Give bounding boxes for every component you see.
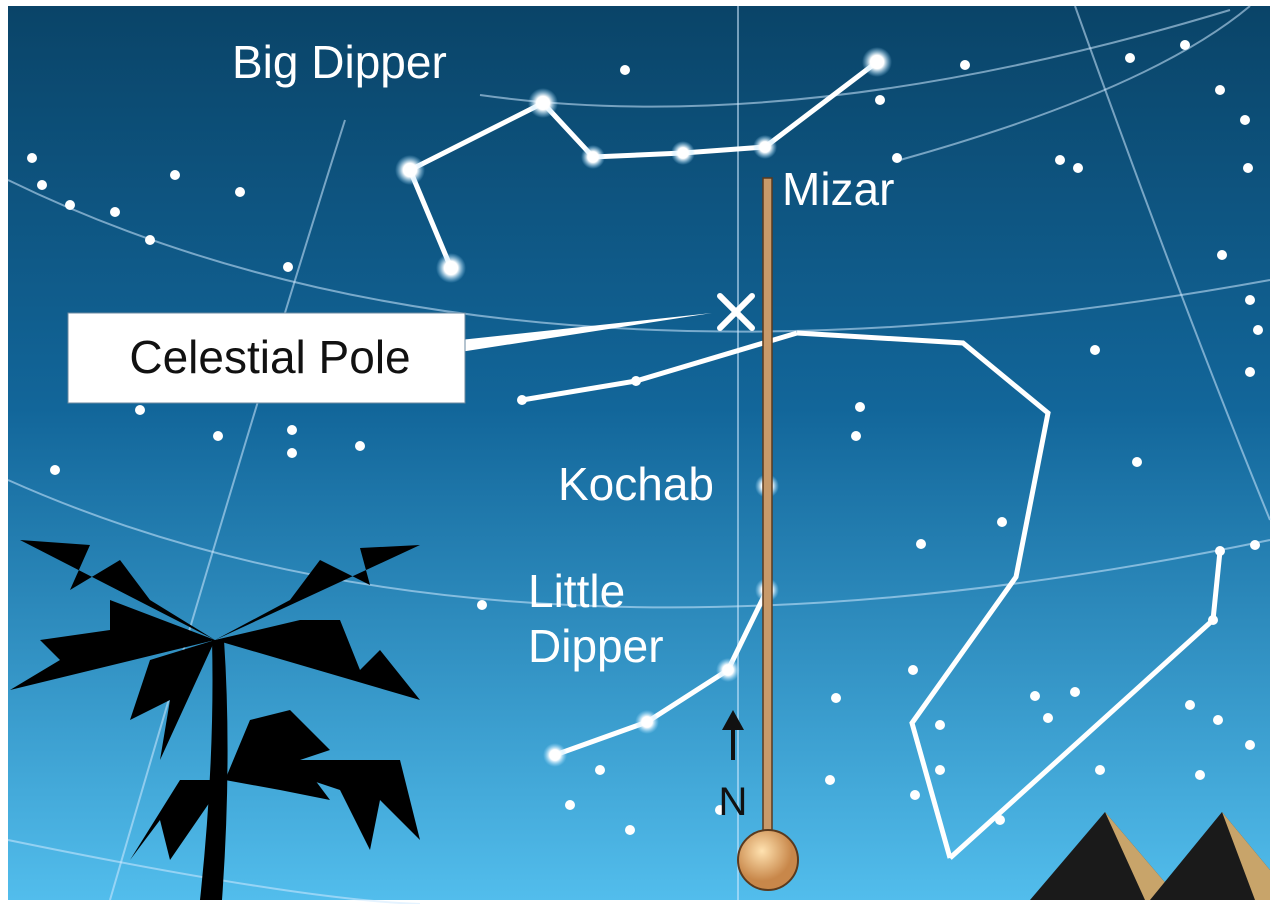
star: [1043, 713, 1053, 723]
star: [1245, 740, 1255, 750]
bright-star: [581, 145, 605, 169]
star: [65, 200, 75, 210]
bright-star: [436, 253, 466, 283]
star: [1250, 540, 1260, 550]
star: [235, 187, 245, 197]
star: [935, 765, 945, 775]
star: [287, 425, 297, 435]
star: [935, 720, 945, 730]
big-dipper-label: Big Dipper: [232, 36, 447, 88]
star: [355, 441, 365, 451]
star: [1180, 40, 1190, 50]
star: [37, 180, 47, 190]
sky-diagram: Celestial Pole Big Dipper Mizar Kochab L…: [0, 0, 1277, 904]
star: [1185, 700, 1195, 710]
star: [1215, 85, 1225, 95]
star: [1095, 765, 1105, 775]
star: [620, 65, 630, 75]
star: [1090, 345, 1100, 355]
star: [517, 395, 527, 405]
star: [595, 765, 605, 775]
star: [1215, 546, 1225, 556]
bright-star: [753, 135, 777, 159]
bright-star: [528, 88, 558, 118]
star: [1132, 457, 1142, 467]
star: [1243, 163, 1253, 173]
star: [910, 790, 920, 800]
bright-star: [716, 658, 740, 682]
star: [477, 600, 487, 610]
star: [1240, 115, 1250, 125]
star: [960, 60, 970, 70]
star: [1245, 367, 1255, 377]
star: [997, 517, 1007, 527]
star: [50, 465, 60, 475]
star: [1073, 163, 1083, 173]
star: [1030, 691, 1040, 701]
star: [1217, 250, 1227, 260]
page: {"labels": {"big_dipper": "Big Dipper", …: [0, 0, 1277, 904]
star: [995, 815, 1005, 825]
star: [825, 775, 835, 785]
star: [110, 207, 120, 217]
star: [892, 153, 902, 163]
star: [1208, 615, 1218, 625]
bright-star: [543, 743, 567, 767]
background: [8, 6, 1270, 900]
star: [1070, 687, 1080, 697]
bright-star: [671, 141, 695, 165]
star: [213, 431, 223, 441]
star: [283, 262, 293, 272]
star: [1253, 325, 1263, 335]
star: [851, 431, 861, 441]
star: [908, 665, 918, 675]
star: [916, 539, 926, 549]
mizar-label: Mizar: [782, 163, 894, 215]
rod-ball: [738, 830, 798, 890]
star: [1125, 53, 1135, 63]
star: [145, 235, 155, 245]
rod: [763, 178, 772, 848]
bright-star: [635, 710, 659, 734]
little-dipper-label: Little: [528, 565, 625, 617]
star: [170, 170, 180, 180]
bright-star: [395, 155, 425, 185]
star: [1213, 715, 1223, 725]
star: [27, 153, 37, 163]
star: [565, 800, 575, 810]
star: [875, 95, 885, 105]
star: [1245, 295, 1255, 305]
star: [831, 693, 841, 703]
celestial-pole-label: Celestial Pole: [129, 331, 410, 383]
star: [287, 448, 297, 458]
star: [855, 402, 865, 412]
star: [1195, 770, 1205, 780]
star: [625, 825, 635, 835]
little-dipper-label: Dipper: [528, 620, 664, 672]
kochab-label: Kochab: [558, 458, 714, 510]
star: [631, 376, 641, 386]
north-label: N: [719, 780, 748, 824]
star: [135, 405, 145, 415]
bright-star: [862, 47, 892, 77]
star: [1055, 155, 1065, 165]
